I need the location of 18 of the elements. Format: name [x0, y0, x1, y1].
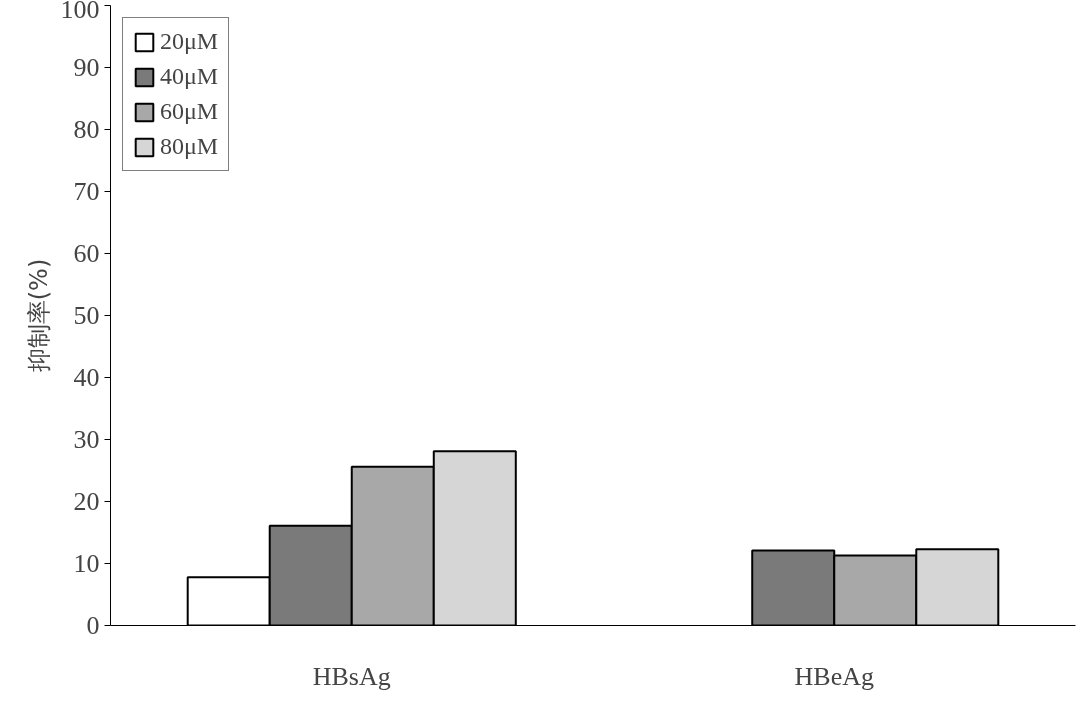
x-tick-label: HBsAg [312, 661, 391, 691]
y-tick-label: 40 [73, 363, 100, 392]
y-tick-label: 100 [60, 0, 100, 24]
y-tick-label: 60 [73, 239, 100, 268]
y-tick-label: 10 [73, 549, 100, 578]
y-tick-label: 20 [73, 487, 100, 516]
y-tick-label: 90 [73, 53, 100, 82]
y-axis-title: 抑制率(%) [24, 258, 53, 373]
x-tick-label: HBeAg [794, 661, 874, 691]
y-tick-label: 70 [73, 177, 100, 206]
legend-label: 40μM [160, 63, 219, 90]
legend-label: 60μM [160, 98, 219, 125]
y-tick-label: 50 [73, 301, 100, 330]
y-tick-label: 30 [73, 425, 100, 454]
legend-label: 80μM [160, 133, 219, 160]
y-tick-label: 0 [86, 611, 100, 640]
legend-label: 20μM [160, 28, 219, 55]
y-tick-label: 80 [73, 115, 100, 144]
